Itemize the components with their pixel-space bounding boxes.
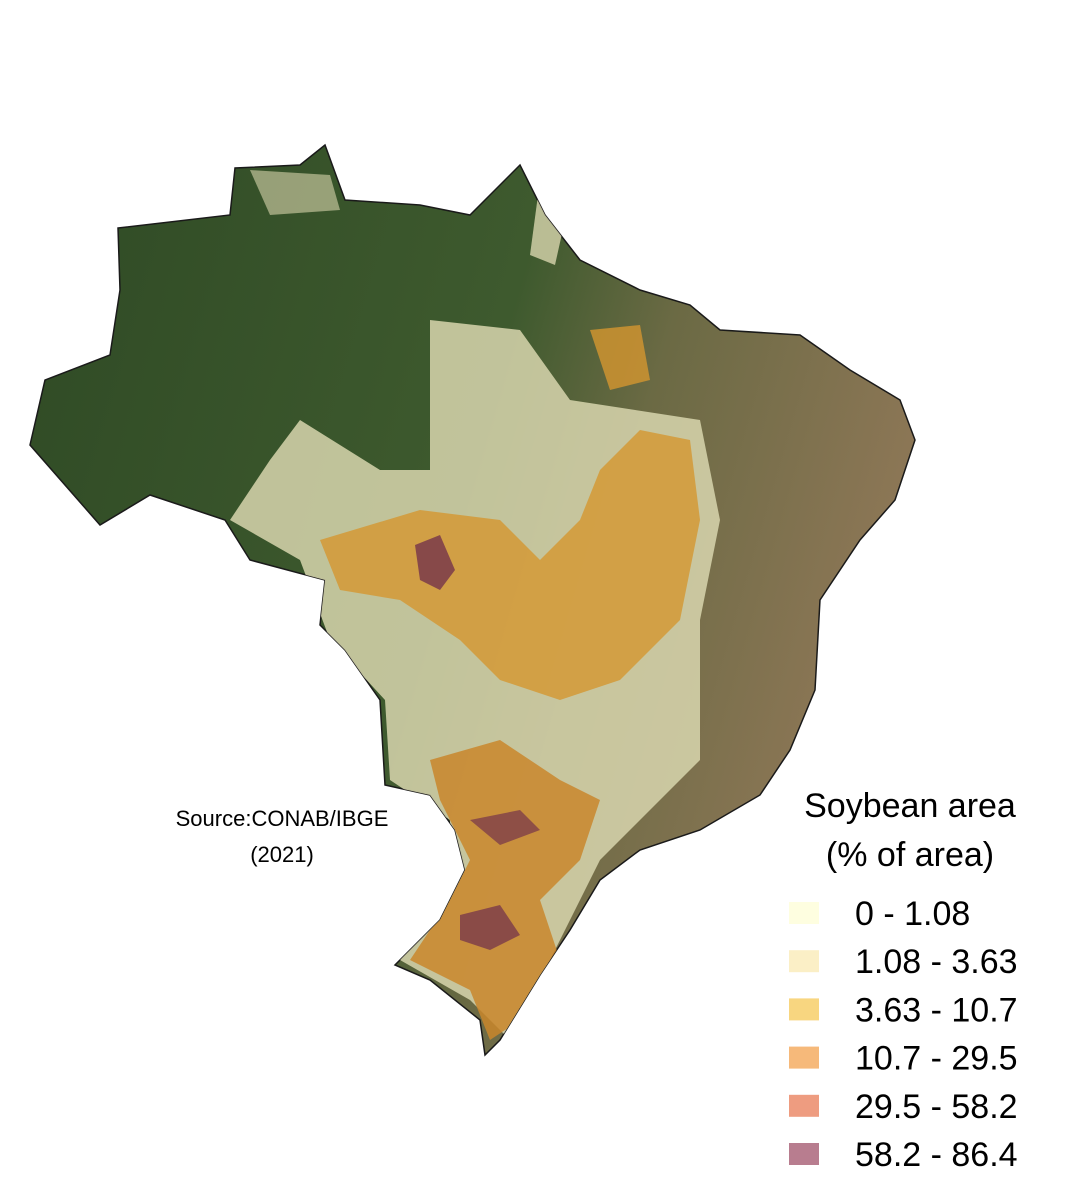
high-share-area (470, 810, 540, 845)
source-text: Source:CONAB/IBGE (176, 806, 389, 831)
soy-area (320, 430, 700, 700)
high-share-area (415, 535, 455, 590)
legend-label: 29.5 - 58.2 (855, 1088, 1018, 1126)
legend-label: 58.2 - 86.4 (855, 1136, 1018, 1174)
legend-label: 0 - 1.08 (855, 895, 970, 933)
legend-swatch (789, 1046, 819, 1069)
legend-title: Soybean area (804, 787, 1016, 825)
legend-swatch (789, 902, 819, 924)
high-share-area (460, 905, 520, 950)
legend-label: 1.08 - 3.63 (855, 943, 1018, 981)
brazil-map (29, 143, 916, 1057)
legend-swatch (789, 950, 819, 973)
legend-swatch (789, 1143, 819, 1165)
legend-label: 10.7 - 29.5 (855, 1040, 1018, 1078)
source-text: (2021) (250, 842, 314, 867)
legend-label: 3.63 - 10.7 (855, 991, 1018, 1029)
legend-swatch (789, 998, 819, 1021)
soy-regions (230, 170, 720, 1040)
legend-title: (% of area) (826, 836, 994, 874)
soy-area (590, 325, 650, 390)
legend-swatch (789, 1094, 819, 1117)
low-share-area (250, 170, 340, 215)
source-note: Source:CONAB/IBGE (2021) (176, 806, 389, 867)
legend: Soybean area (% of area) 0 - 1.08 1.08 - … (789, 787, 1018, 1174)
